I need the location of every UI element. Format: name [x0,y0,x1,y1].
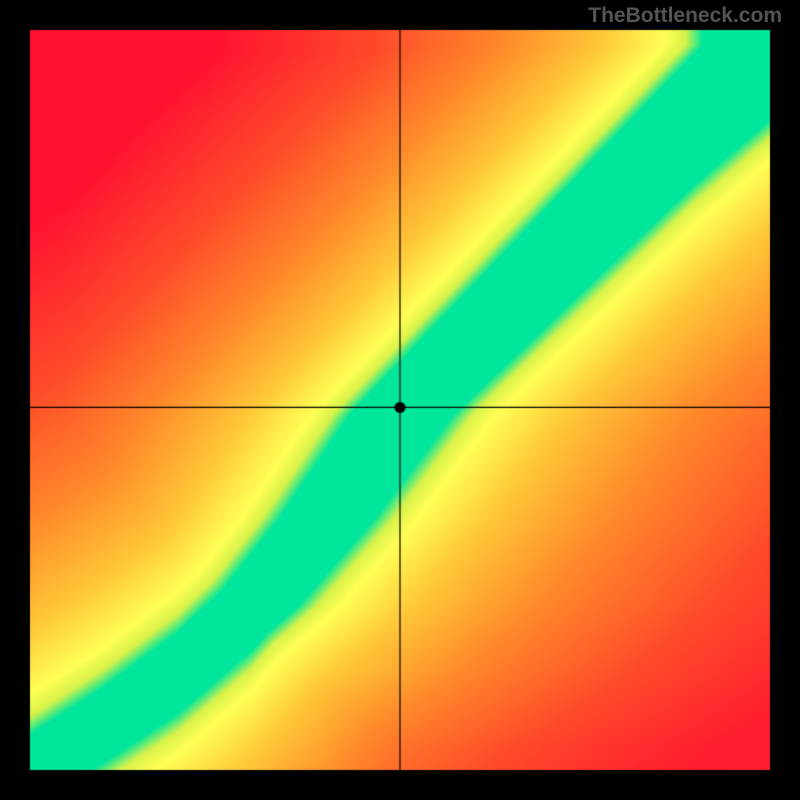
watermark-text: TheBottleneck.com [588,4,782,28]
chart-container: TheBottleneck.com [0,0,800,800]
heatmap-canvas [0,0,800,800]
